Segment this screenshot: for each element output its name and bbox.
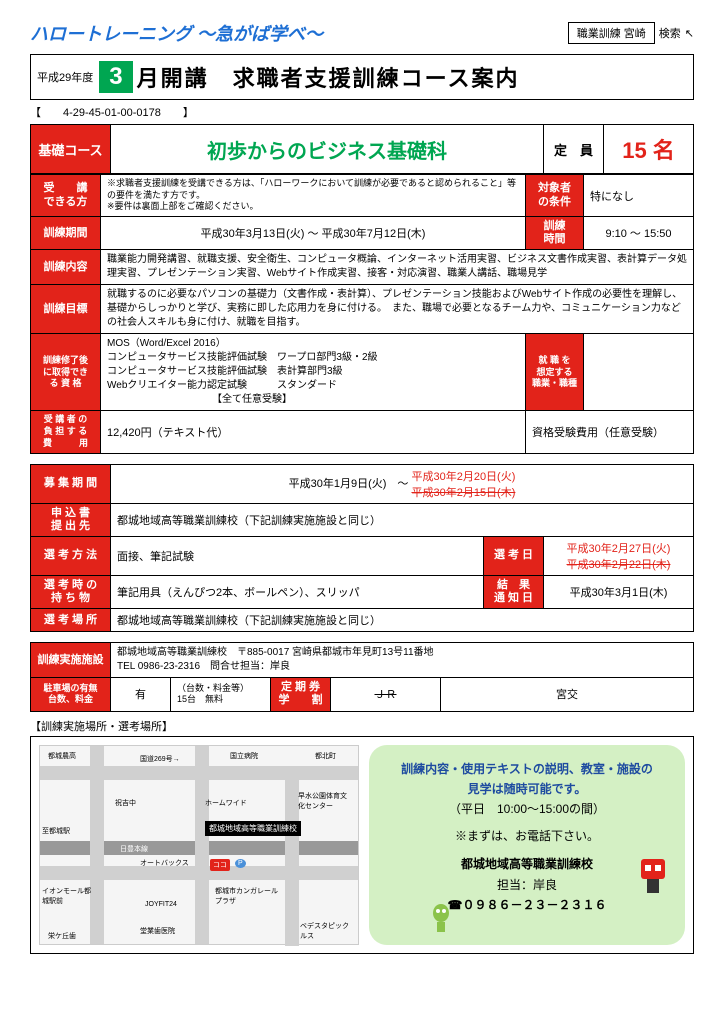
map: 都城農高 国道269号→ 国立病院 都北町 祝吉中 ホームワイド 早水公園体育文… (39, 745, 359, 945)
info-time: （平日 10:00～15:00の間） (385, 799, 669, 819)
job-text (584, 334, 694, 411)
method-label: 選 考 方 法 (31, 536, 111, 575)
map-koko: ココ (210, 859, 230, 871)
map-l5: 祝吉中 (115, 798, 136, 808)
map-l3: 国立病院 (230, 751, 258, 761)
month-box: 3 (99, 61, 132, 93)
exam-place-label: 選 考 場 所 (31, 609, 111, 632)
bottom-section: 都城農高 国道269号→ 国立病院 都北町 祝吉中 ホームワイド 早水公園体育文… (30, 736, 694, 954)
pass-jr: ＪＲ (331, 678, 441, 711)
pass-label: 定 期 券 学 割 (271, 678, 331, 711)
details-table-2: 募 集 期 間 平成30年1月9日(火) ～ 平成30年2月20日(火) 平成3… (30, 464, 694, 633)
result-label: 結 果 通 知 日 (484, 575, 544, 608)
title-bar: 平成29年度 3 月開講 求職者支援訓練コース案内 (30, 54, 694, 100)
parking-detail: （台数・料金等） 15台 無料 (171, 678, 271, 711)
exam-date-label: 選 考 日 (484, 536, 544, 575)
map-l9: 日豊本線 (120, 844, 148, 854)
exam-date-text: 平成30年2月27日(火) 平成30年2月22日(木) (544, 536, 694, 575)
facility-label: 訓練実施施設 (31, 643, 111, 678)
mascot-icon (633, 855, 673, 895)
details-table-3: 訓練実施施設 都城地域高等職業訓練校 〒885-0017 宮崎県都城市年見町13… (30, 642, 694, 711)
search-area: 職業訓練 宮崎 検索 ↖ (568, 22, 694, 44)
course-name: 初歩からのビジネス基礎科 (111, 125, 544, 174)
result-text: 平成30年3月1日(木) (544, 575, 694, 608)
eligible-label: 受 講 できる方 (31, 175, 101, 217)
map-l16: ベデスタピックルス (300, 921, 350, 941)
pass-bus: 宮交 (441, 678, 694, 711)
fee-label: 受 講 者 の 負 担 す る 費 用 (31, 411, 101, 453)
period-text: 平成30年3月13日(火) ～ 平成30年7月12日(木) (101, 217, 526, 250)
course-header-table: 基礎コース 初歩からのビジネス基礎科 定 員 15 名 (30, 124, 694, 174)
info-school: 都城地域高等職業訓練校 (385, 854, 669, 874)
map-l12: JOYFIT24 (145, 901, 177, 908)
info-box: 訓練内容・使用テキストの説明、教室・施設の 見学は随時可能です。 （平日 10:… (369, 745, 685, 945)
cert-label: 訓練修了後 に取得でき る 資 格 (31, 334, 101, 411)
content-label: 訓練内容 (31, 250, 101, 285)
main-title: 月開講 求職者支援訓練コース案内 (137, 61, 520, 93)
parking-label: 駐車場の有無 台数、料金 (31, 678, 111, 711)
map-school: 都城地域高等職業訓練校 (205, 821, 301, 836)
map-l1: 都城農高 (48, 751, 76, 761)
bring-text: 筆記用具（えんぴつ2本、ボールペン）、スリッパ (111, 575, 484, 608)
recruit-text: 平成30年1月9日(火) ～ 平成30年2月20日(火) 平成30年2月15日(… (111, 464, 694, 503)
map-l7: 早水公園体育文化センター (298, 791, 353, 811)
recruit-prefix: 平成30年1月9日(火) ～ (289, 477, 409, 489)
apply-text: 都城地域高等職業訓練校（下記訓練実施施設と同じ） (111, 503, 694, 536)
map-l6: ホームワイド (205, 798, 247, 808)
recruit-new: 平成30年2月20日(火) (411, 471, 515, 483)
target-label: 対象者 の条件 (525, 175, 583, 217)
eligible-text: ※求職者支援訓練を受講できる方は、「ハローワークにおいて訓練が必要であると認めら… (101, 175, 526, 217)
info-title2: 見学は随時可能です。 (385, 779, 669, 799)
cert-text: MOS（Word/Excel 2016） コンピュータサービス技能評価試験 ワー… (101, 334, 526, 411)
job-label: 就 職 を 想定する 職業・職種 (525, 334, 583, 411)
map-l10: オートバックス (140, 858, 189, 868)
bring-label: 選 考 時 の 持 ち 物 (31, 575, 111, 608)
time-label: 訓練 時間 (525, 217, 583, 250)
pass-jr-text: ＪＲ (375, 689, 397, 701)
year-label: 平成29年度 (37, 69, 93, 85)
search-tag: 職業訓練 宮崎 (568, 22, 655, 44)
map-l2: 国道269号→ (140, 754, 180, 764)
exam-place-text: 都城地域高等職業訓練校（下記訓練実施施設と同じ） (111, 609, 694, 632)
map-p: P (235, 859, 246, 868)
map-l4: 都北町 (315, 751, 336, 761)
exam-old: 平成30年2月22日(木) (567, 559, 671, 571)
course-code: 【 4-29-45-01-00-0178 】 (30, 104, 694, 120)
map-l11: イオンモール都城駅前 (42, 886, 92, 906)
time-text: 9:10 ～ 15:50 (584, 217, 694, 250)
mascot2-icon (429, 903, 453, 933)
fee-text2: 資格受験費用（任意受験） (525, 411, 693, 453)
map-l13: 都城市カンガレールプラザ (215, 886, 280, 906)
map-section-title: 【訓練実施場所・選考場所】 (30, 718, 694, 734)
search-arrow-icon: ↖ (685, 27, 694, 40)
info-person: 担当：岸良 (385, 875, 669, 895)
goal-text: 就職するのに必要なパソコンの基礎力（文書作成・表計算）、プレゼンテーション技能お… (101, 285, 694, 334)
recruit-old: 平成30年2月15日(木) (411, 487, 515, 499)
exam-new: 平成30年2月27日(火) (567, 543, 671, 555)
info-tel: ☎０９８６－２３－２３１６ (385, 895, 669, 915)
map-l15: 堂業歯医院 (140, 926, 175, 936)
map-l14: 栄ケ丘歯 (48, 931, 76, 941)
parking-text: 有 (111, 678, 171, 711)
period-label: 訓練期間 (31, 217, 101, 250)
target-text: 特になし (584, 175, 694, 217)
details-table-1: 受 講 できる方 ※求職者支援訓練を受講できる方は、「ハローワークにおいて訓練が… (30, 174, 694, 454)
info-title1: 訓練内容・使用テキストの説明、教室・施設の (385, 759, 669, 779)
fee-text: 12,420円（テキスト代） (101, 411, 526, 453)
capacity-label: 定 員 (544, 125, 604, 174)
content-text: 職業能力開発講習、就職支援、安全衛生、コンピュータ概論、インターネット活用実習、… (101, 250, 694, 285)
map-l8: 至都城駅 (42, 826, 70, 836)
goal-label: 訓練目標 (31, 285, 101, 334)
method-text: 面接、筆記試験 (111, 536, 484, 575)
info-call: ※まずは、お電話下さい。 (385, 826, 669, 846)
course-type: 基礎コース (31, 125, 111, 174)
capacity-value: 15 名 (604, 125, 694, 174)
slogan: ハロートレーニング ～急がば学べ～ (30, 20, 323, 46)
search-label: 検索 (659, 25, 681, 41)
recruit-label: 募 集 期 間 (31, 464, 111, 503)
facility-text: 都城地域高等職業訓練校 〒885-0017 宮崎県都城市年見町13号11番地 T… (111, 643, 694, 678)
apply-label: 申 込 書 提 出 先 (31, 503, 111, 536)
